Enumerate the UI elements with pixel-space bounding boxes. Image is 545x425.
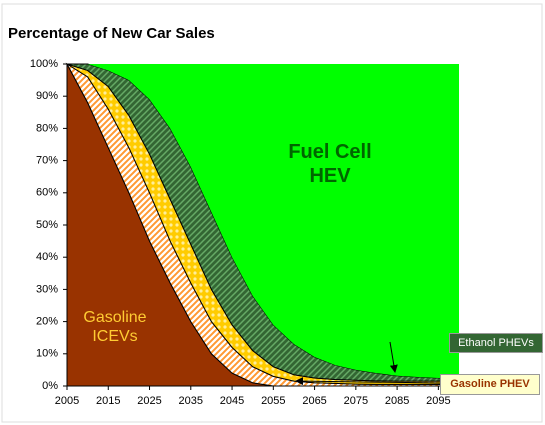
y-tick-label: 60% — [36, 187, 58, 199]
series-label: Fuel Cell HEV — [288, 141, 372, 187]
y-tick-label: 100% — [30, 58, 58, 70]
x-tick-label: 2015 — [96, 395, 120, 407]
y-tick-label: 30% — [36, 283, 58, 295]
y-tick-label: 10% — [36, 348, 58, 360]
series-label: Gasoline PHEV — [440, 374, 540, 395]
y-tick-label: 80% — [36, 122, 58, 134]
arrow — [389, 341, 398, 373]
x-tick-label: 2095 — [426, 395, 450, 407]
x-tick-label: 2085 — [385, 395, 409, 407]
y-tick-label: 70% — [36, 155, 58, 167]
x-tick-label: 2055 — [261, 395, 285, 407]
x-tick-label: 2035 — [179, 395, 203, 407]
x-tick-label: 2045 — [220, 395, 244, 407]
y-tick-label: 40% — [36, 251, 58, 263]
series-label: Ethanol PHEVs — [449, 333, 543, 353]
frame — [1, 3, 543, 423]
x-tick-label: 2065 — [302, 395, 326, 407]
y-tick-label: 90% — [36, 90, 58, 102]
y-tick-label: 20% — [36, 316, 58, 328]
arrow — [295, 377, 441, 386]
chart-title: Percentage of New Car Sales — [8, 25, 215, 42]
y-tick-label: 50% — [36, 219, 58, 231]
y-tick-label: 0% — [42, 380, 58, 392]
x-tick-label: 2005 — [55, 395, 79, 407]
series-label: Gasoline ICEVs — [83, 309, 147, 346]
area — [67, 64, 459, 378]
x-tick-label: 2025 — [137, 395, 161, 407]
x-tick-label: 2075 — [344, 395, 368, 407]
